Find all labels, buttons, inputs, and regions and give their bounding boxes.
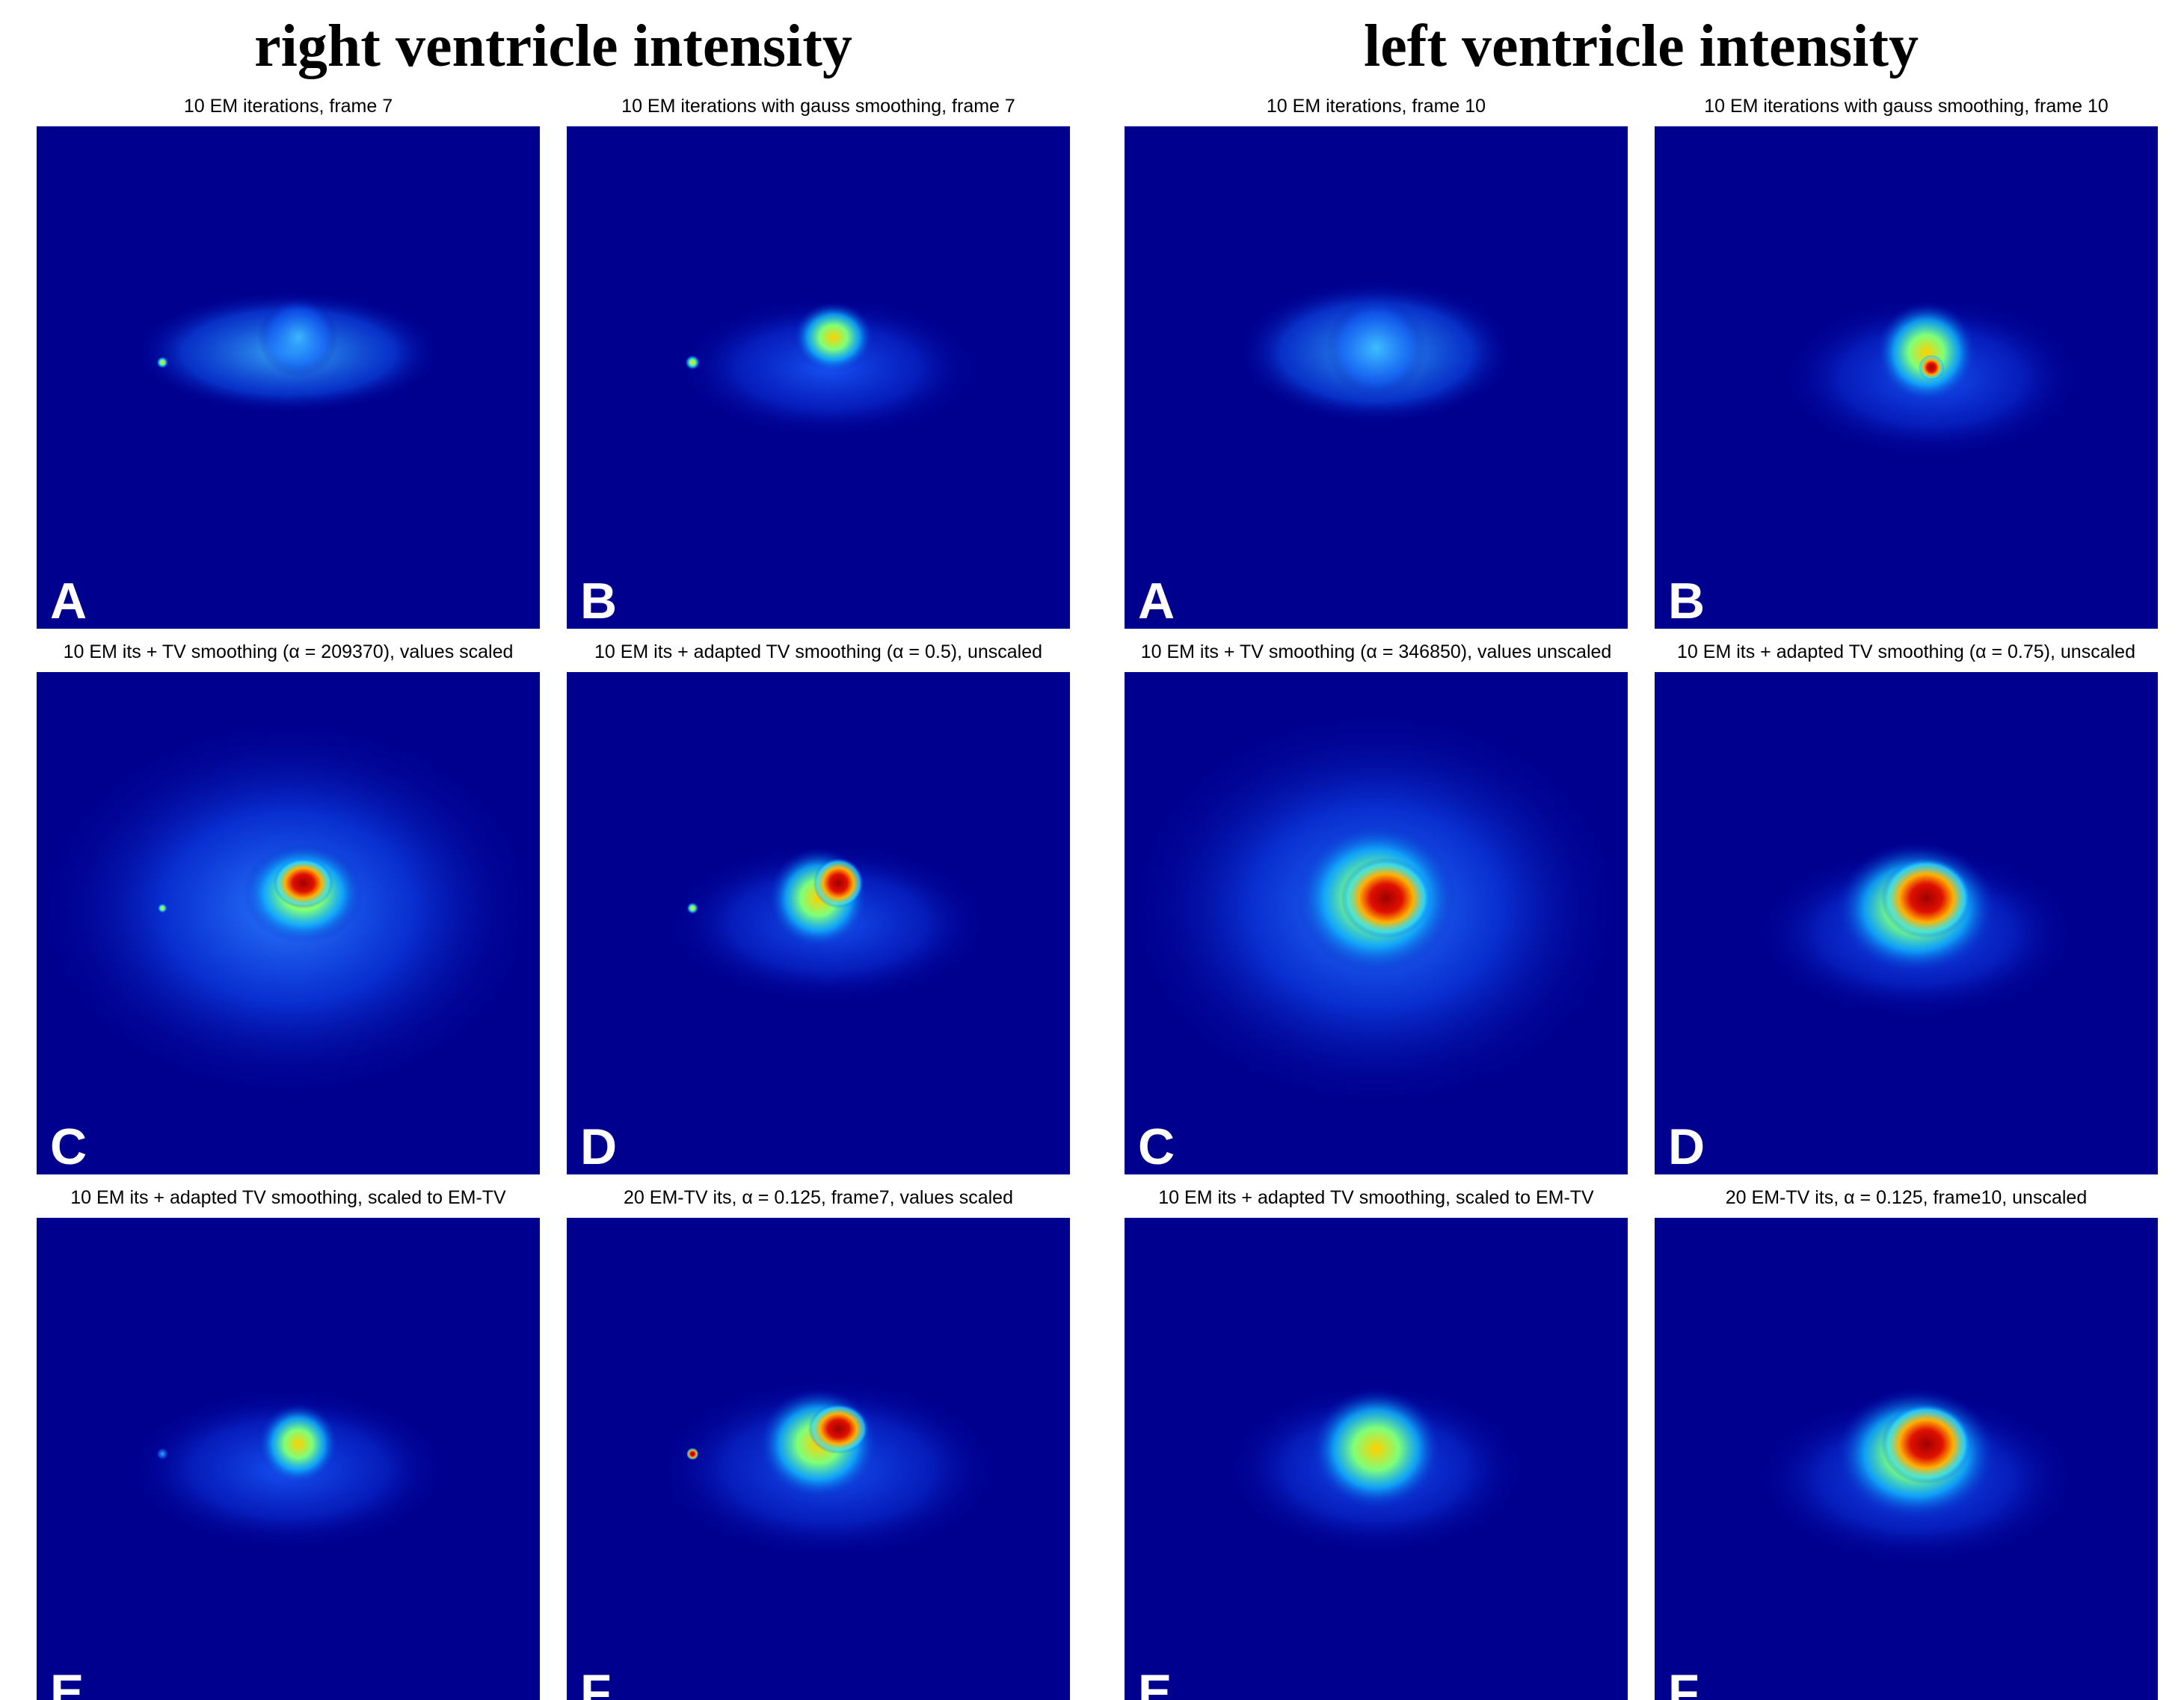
intensity-region bbox=[1876, 302, 1977, 402]
panel-caption: 10 EM its + adapted TV smoothing (α = 0.… bbox=[594, 641, 1042, 662]
panel-letter: B bbox=[580, 573, 617, 629]
intensity-region bbox=[793, 302, 874, 372]
intensity-region bbox=[258, 1404, 339, 1485]
intensity-region bbox=[686, 902, 698, 914]
panel-caption: 10 EM its + TV smoothing (α = 346850), v… bbox=[1141, 641, 1612, 662]
intensity-region bbox=[1881, 1404, 1972, 1485]
intensity-region bbox=[273, 858, 333, 908]
panel-letter: F bbox=[1668, 1664, 1699, 1700]
panel-letter: C bbox=[50, 1118, 87, 1175]
panel-caption: 10 EM its + adapted TV smoothing, scaled… bbox=[70, 1187, 506, 1208]
panel-image: C bbox=[37, 672, 540, 1175]
intensity-region bbox=[158, 903, 167, 913]
group-title: left ventricle intensity bbox=[1364, 13, 1919, 79]
panel-letter: A bbox=[50, 573, 87, 629]
panel-letter: E bbox=[50, 1664, 84, 1700]
panel-image: E bbox=[1125, 1218, 1628, 1700]
intensity-region bbox=[685, 355, 700, 370]
panel-letter: A bbox=[1138, 573, 1175, 629]
intensity-region bbox=[258, 297, 339, 378]
panel-letter: C bbox=[1138, 1118, 1175, 1175]
panel-caption: 10 EM iterations, frame 7 bbox=[184, 96, 393, 117]
panel-caption: 10 EM its + TV smoothing (α = 209370), v… bbox=[64, 641, 514, 662]
panel-caption: 10 EM its + adapted TV smoothing, scaled… bbox=[1158, 1187, 1594, 1208]
panel-caption: 20 EM-TV its, α = 0.125, frame10, unscal… bbox=[1726, 1187, 2087, 1208]
panel-caption: 10 EM its + adapted TV smoothing (α = 0.… bbox=[1677, 641, 2135, 662]
panel-letter: F bbox=[580, 1664, 612, 1700]
panel-caption: 20 EM-TV its, α = 0.125, frame7, values … bbox=[624, 1187, 1013, 1208]
panel-image: B bbox=[567, 126, 1070, 629]
panel-image: D bbox=[1655, 672, 2158, 1175]
panel-caption: 10 EM iterations with gauss smoothing, f… bbox=[1704, 96, 2108, 117]
panel-image: B bbox=[1655, 126, 2158, 629]
intensity-region bbox=[1919, 355, 1944, 381]
intensity-region bbox=[156, 357, 168, 369]
panel-image: F bbox=[567, 1218, 1070, 1700]
panel-image: C bbox=[1125, 672, 1628, 1175]
panel-image: E bbox=[37, 1218, 540, 1700]
intensity-region bbox=[1881, 858, 1972, 939]
panel-image: A bbox=[1125, 126, 1628, 629]
panel-letter: B bbox=[1668, 573, 1705, 629]
panel-letter: D bbox=[1668, 1118, 1705, 1175]
panel-caption: 10 EM iterations with gauss smoothing, f… bbox=[621, 96, 1015, 117]
panel-letter: E bbox=[1138, 1664, 1172, 1700]
panel-caption: 10 EM iterations, frame 10 bbox=[1267, 96, 1486, 117]
panel-image: F bbox=[1655, 1218, 2158, 1700]
panel-letter: D bbox=[580, 1118, 617, 1175]
intensity-region bbox=[156, 1448, 168, 1460]
panel-image: A bbox=[37, 126, 540, 629]
intensity-region bbox=[808, 1404, 869, 1454]
intensity-region bbox=[1341, 858, 1431, 939]
intensity-region bbox=[686, 1448, 698, 1460]
intensity-region bbox=[1311, 1388, 1442, 1509]
intensity-region bbox=[813, 858, 864, 908]
group-title: right ventricle intensity bbox=[254, 13, 852, 79]
figure: right ventricle intensity 10 EM iteration… bbox=[0, 0, 2184, 1700]
panel-image: D bbox=[567, 672, 1070, 1175]
intensity-region bbox=[1326, 297, 1427, 397]
